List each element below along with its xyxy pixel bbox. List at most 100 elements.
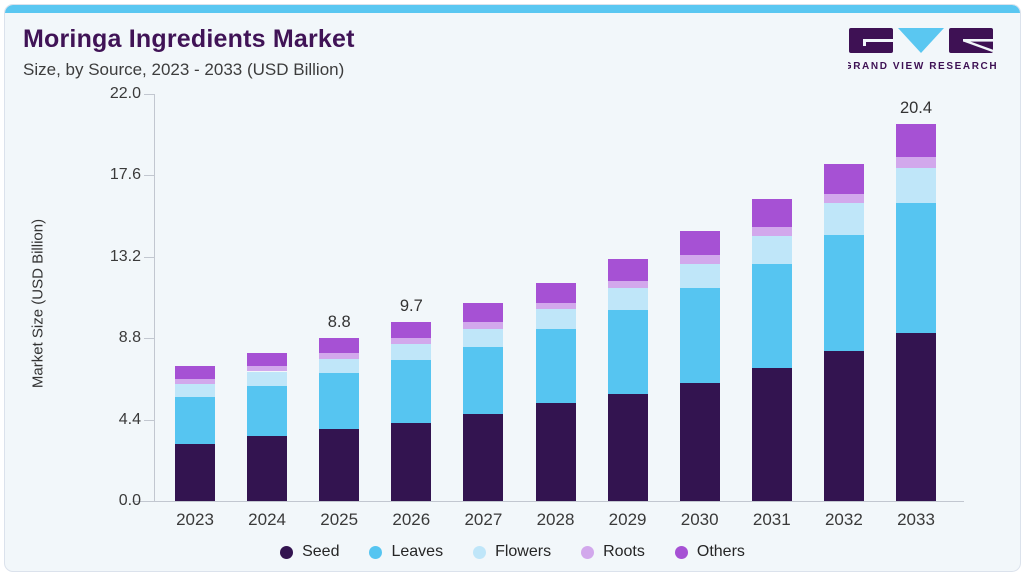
bar-segment-seed-2030 [679,382,720,501]
page-title: Moringa Ingredients Market [23,25,355,53]
legend-dot-leaves [369,545,383,559]
legend-item-roots: Roots [581,543,645,561]
bar-segment-others-2024 [247,353,288,366]
bar-segment-roots-2024 [247,365,288,372]
bar-segment-leaves-2030 [679,288,720,383]
legend-dot-others [674,545,688,559]
bar-segment-leaves-2023 [175,397,215,444]
legend-label-others: Others [696,543,745,560]
y-tick-mark [144,94,154,95]
y-tick-mark [144,501,154,502]
x-axis-label-2032: 2032 [824,510,863,529]
bar-segment-others-2033 [896,123,936,157]
y-tick-label: 0.0 [118,492,141,509]
bar-segment-others-2029 [607,258,648,281]
x-axis-label-2031: 2031 [752,510,791,529]
legend-item-flowers: Flowers [473,543,551,561]
bar-segment-flowers-2024 [247,371,288,387]
bar-segment-flowers-2025 [319,358,360,374]
y-axis-line [154,94,155,501]
bar-segment-flowers-2031 [751,236,792,265]
bar-segment-seed-2029 [607,393,648,501]
bar-segment-roots-2029 [607,280,648,289]
y-tick-label: 17.6 [109,166,141,184]
legend-label-seed: Seed [302,543,340,560]
legend-item-seed: Seed [280,543,339,561]
legend-dot-roots [581,545,595,559]
bar-segment-flowers-2023 [175,384,215,398]
bar-segment-roots-2027 [463,321,504,329]
bar-total-label-2025: 8.8 [327,313,351,332]
bar-segment-roots-2033 [896,156,936,168]
gvr-logo-icon: GRAND VIEW RESEARCH [844,28,997,72]
bar-segment-flowers-2030 [679,264,720,289]
bar-segment-roots-2030 [679,254,720,265]
y-tick-label: 22.0 [109,85,141,102]
x-axis-line [132,501,964,502]
x-axis-label-2023: 2023 [176,510,214,529]
bar-segment-others-2030 [679,230,720,255]
bar-segment-seed-2028 [535,402,576,501]
legend-label-leaves: Leaves [391,543,444,560]
bar-segment-flowers-2029 [607,288,648,311]
legend-label-flowers: Flowers [495,543,552,560]
logo-wordmark: GRAND VIEW RESEARCH [848,61,996,72]
top-accent-bar [5,5,1020,13]
bar-segment-seed-2027 [463,414,504,501]
x-axis-label-2033: 2033 [897,510,935,529]
y-tick-mark [144,175,154,177]
bar-segment-leaves-2032 [823,234,864,352]
bar-segment-others-2031 [751,199,792,228]
legend-label-roots: Roots [603,543,645,560]
bar-segment-others-2023 [175,365,215,379]
bar-segment-others-2025 [319,338,360,353]
bar-segment-seed-2025 [319,428,360,501]
bar-segment-seed-2026 [391,423,432,501]
bar-segment-roots-2032 [823,193,864,204]
chart-card: Moringa Ingredients Market Size, by Sour… [4,4,1021,572]
bar-segment-others-2032 [823,164,864,194]
page-subtitle: Size, by Source, 2023 - 2033 (USD Billio… [23,60,345,79]
bar-segment-roots-2028 [535,303,576,309]
legend-dot-flowers [473,545,487,559]
bar-total-label-2026: 9.7 [399,296,423,315]
bar-segment-seed-2032 [823,351,864,501]
bar-segment-seed-2033 [896,332,936,501]
bar-segment-leaves-2026 [391,360,432,424]
y-tick-label: 13.2 [109,247,141,265]
bar-segment-leaves-2027 [463,347,504,415]
bar-segment-others-2027 [463,303,504,322]
bar-segment-roots-2026 [391,338,432,344]
x-axis-label-2030: 2030 [680,510,719,529]
legend-item-others: Others [674,543,745,561]
bar-segment-flowers-2028 [535,308,576,329]
bar-segment-roots-2023 [175,378,215,385]
bar-segment-leaves-2028 [535,328,576,403]
y-tick-mark [144,256,154,258]
bar-segment-leaves-2024 [247,386,288,437]
legend-item-leaves: Leaves [369,543,443,561]
bar-segment-seed-2031 [751,367,792,501]
bar-segment-seed-2024 [247,436,288,501]
y-axis-title: Market Size (USD Billion) [29,218,47,389]
x-axis-label-2024: 2024 [248,510,286,529]
bar-segment-others-2028 [535,282,576,304]
x-axis-label-2029: 2029 [608,510,647,529]
bar-total-label-2033: 20.4 [899,98,933,117]
x-axis-label-2027: 2027 [464,510,503,529]
bar-segment-roots-2025 [319,353,360,359]
bar-segment-others-2026 [391,321,432,339]
x-axis-label-2025: 2025 [320,510,359,529]
bar-segment-flowers-2032 [823,203,864,235]
bar-segment-leaves-2033 [896,203,936,333]
bar-segment-roots-2031 [751,227,792,237]
bar-segment-flowers-2027 [463,328,504,348]
bar-segment-flowers-2026 [391,343,432,361]
y-tick-label: 8.8 [118,329,141,347]
x-axis-label-2028: 2028 [536,510,575,529]
legend-dot-seed [280,545,294,559]
bar-segment-leaves-2031 [751,264,792,368]
grand-view-research-logo: GRAND VIEW RESEARCH [844,27,997,82]
bar-segment-leaves-2025 [319,373,360,429]
bar-segment-seed-2023 [175,443,215,501]
